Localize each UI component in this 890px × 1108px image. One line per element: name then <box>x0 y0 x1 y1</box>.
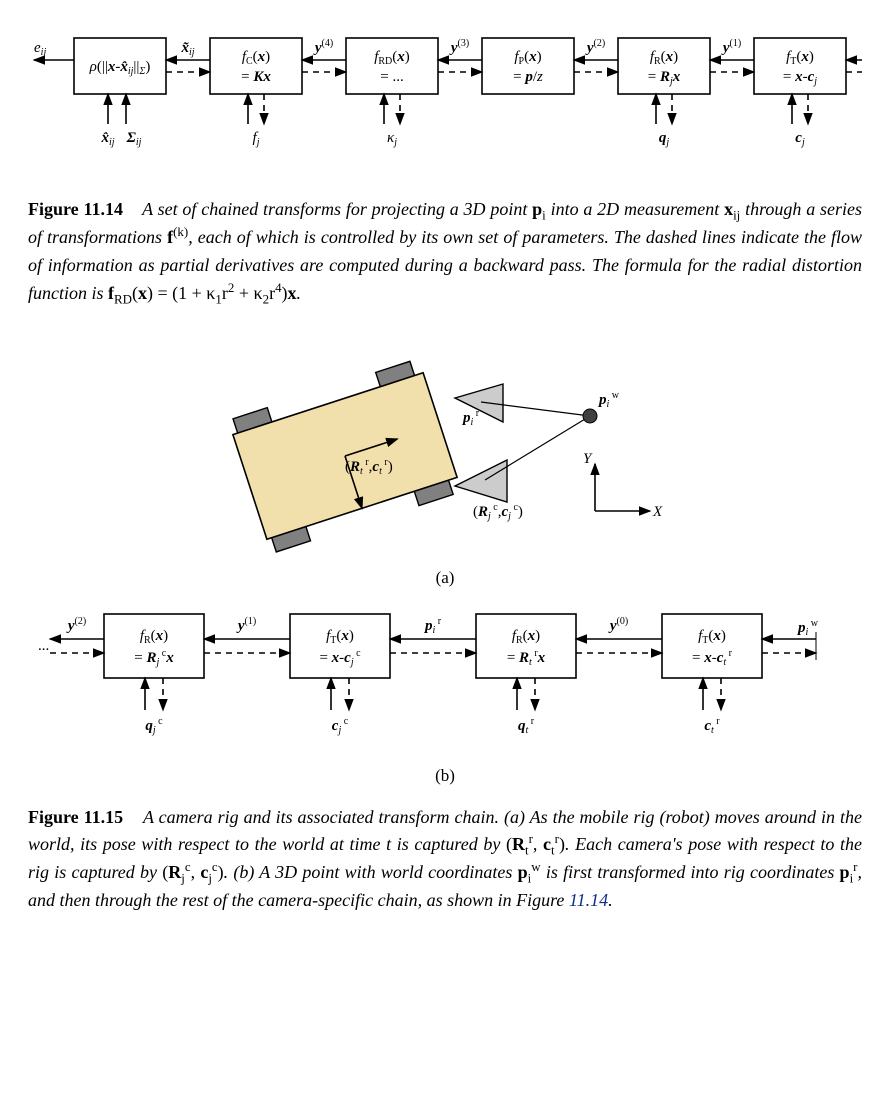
svg-text:fT(x): fT(x) <box>326 628 354 646</box>
svg-text:Σij: Σij <box>126 130 142 148</box>
svg-text:qj c: qj c <box>145 716 163 736</box>
svg-text:= Rjx: = Rjx <box>648 69 681 87</box>
svg-text:fj: fj <box>253 130 260 148</box>
svg-text:= Rt rx: = Rt rx <box>507 648 546 668</box>
svg-text:= ...: = ... <box>380 69 403 85</box>
svg-text:pi w: pi w <box>796 618 819 638</box>
svg-text:...: ... <box>38 638 49 654</box>
figure-11-15-caption: Figure 11.15 A camera rig and its associ… <box>28 804 862 916</box>
svg-text:y(0): y(0) <box>608 616 628 634</box>
svg-text:pi w: pi w <box>597 390 620 410</box>
svg-text:x̃ij: x̃ij <box>180 40 194 58</box>
svg-text:ct r: ct r <box>704 716 720 736</box>
caption-lead: Figure 11.15 <box>28 807 123 827</box>
svg-text:Y: Y <box>583 451 593 467</box>
svg-text:y(1): y(1) <box>721 38 741 56</box>
svg-text:y(2): y(2) <box>585 38 605 56</box>
subfig-a-label: (a) <box>28 568 862 588</box>
figure-11-15b-diagram: fR(x)= Rj cxfT(x)= x-cj cfR(x)= Rt rxfT(… <box>28 604 862 786</box>
svg-text:pi r: pi r <box>461 408 480 428</box>
caption-body: A set of chained transforms for projecti… <box>28 199 862 303</box>
svg-text:y(3): y(3) <box>449 38 469 56</box>
svg-text:y(1): y(1) <box>236 616 256 634</box>
svg-text:y(4): y(4) <box>313 38 333 56</box>
svg-text:= Kx: = Kx <box>241 69 271 85</box>
svg-text:(Rj c,cj c): (Rj c,cj c) <box>473 502 523 522</box>
svg-text:y(2): y(2) <box>66 616 86 634</box>
caption-body: A camera rig and its associated transfor… <box>28 807 862 911</box>
svg-text:= x-cj: = x-cj <box>783 69 817 87</box>
svg-text:pi r: pi r <box>423 616 442 636</box>
svg-text:cj: cj <box>795 130 805 148</box>
svg-text:cj c: cj c <box>332 716 349 736</box>
caption-lead: Figure 11.14 <box>28 199 123 219</box>
svg-text:fT(x): fT(x) <box>786 49 814 67</box>
svg-text:qj: qj <box>659 130 670 148</box>
figure-11-15a-diagram: pi w pi r (Rt r,ct r) (Rj c,cj c) X Y (a… <box>28 346 862 588</box>
svg-text:= Rj cx: = Rj cx <box>134 648 174 668</box>
svg-text:fP(x): fP(x) <box>514 49 541 67</box>
svg-text:eij: eij <box>34 40 46 58</box>
svg-text:qt r: qt r <box>518 716 535 736</box>
svg-text:fT(x): fT(x) <box>698 628 726 646</box>
subfig-b-label: (b) <box>28 766 862 786</box>
svg-text:= p/z: = p/z <box>513 69 543 85</box>
svg-text:κj: κj <box>387 130 397 148</box>
svg-text:x̂ij: x̂ij <box>100 130 114 148</box>
svg-text:X: X <box>652 504 663 520</box>
figure-11-14-diagram: ρ(||x-x̂ij||Σ)fC(x)= KxfRD(x)= ...fP(x)=… <box>28 28 862 178</box>
figure-11-14-caption: Figure 11.14 A set of chained transforms… <box>28 196 862 308</box>
